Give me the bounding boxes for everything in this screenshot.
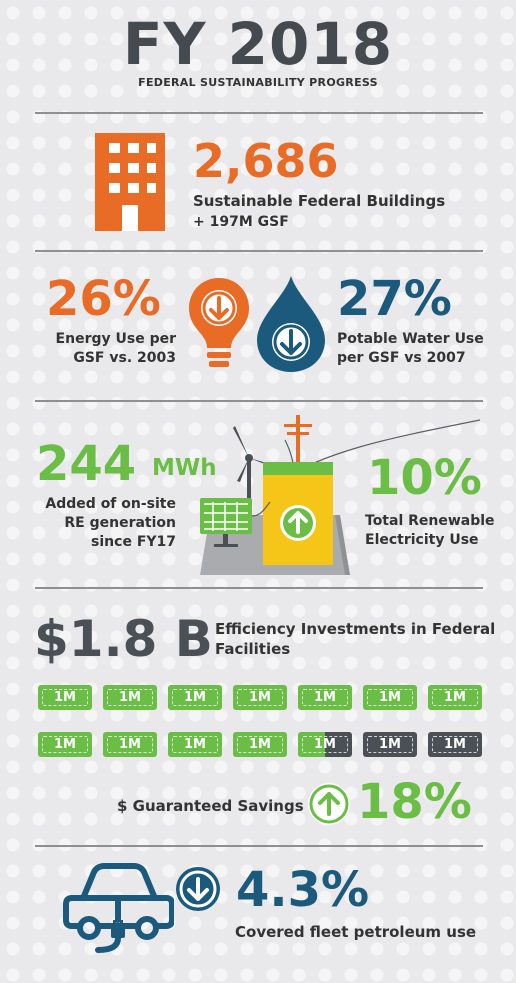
money-bill-icon: 1M [298, 732, 352, 757]
investments-value: $1.8 B [34, 614, 213, 664]
arrow-up-circle-icon [307, 782, 351, 826]
water-drop-down-icon [255, 274, 327, 374]
money-bill-label: 1M [379, 737, 401, 752]
energy-label-line2: GSF vs. 2003 [30, 349, 176, 368]
money-bill-icon: 1M [38, 685, 92, 710]
divider [35, 250, 483, 252]
re-generation-label-line2: RE generation [30, 514, 176, 533]
page-title: FY 2018 [0, 12, 516, 76]
buildings-sublabel: + 197M GSF [193, 213, 289, 232]
money-bill-icon: 1M [168, 732, 222, 757]
water-label-line2: per GSF vs 2007 [337, 349, 466, 368]
re-generation-label-line1: Added of on-site [30, 495, 176, 514]
divider [35, 112, 483, 114]
re-electricity-value: 10% [367, 454, 482, 502]
re-generation-label-line3: since FY17 [30, 533, 176, 552]
fleet-label: Covered fleet petroleum use [235, 923, 476, 942]
money-bill-label: 1M [444, 737, 466, 752]
money-bill-label: 1M [54, 690, 76, 705]
buildings-label: Sustainable Federal Buildings [193, 192, 445, 211]
money-bill-icon: 1M [103, 685, 157, 710]
fleet-value: 4.3% [236, 866, 369, 914]
re-electricity-label-line2: Electricity Use [365, 531, 479, 550]
money-bill-icon: 1M [428, 685, 482, 710]
money-bill-label: 1M [314, 737, 336, 752]
divider [35, 400, 483, 402]
buildings-value: 2,686 [193, 138, 339, 184]
money-bill-icon: 1M [233, 685, 287, 710]
money-bill-label: 1M [379, 690, 401, 705]
lightbulb-down-icon [187, 276, 251, 372]
money-bill-label: 1M [249, 737, 271, 752]
money-bill-label: 1M [119, 690, 141, 705]
energy-value: 26% [46, 275, 161, 323]
divider [35, 587, 483, 589]
money-bill-label: 1M [119, 737, 141, 752]
money-bill-icon: 1M [233, 732, 287, 757]
money-bill-label: 1M [184, 737, 206, 752]
investments-label-line1: Efficiency Investments in Federal [215, 620, 495, 639]
arrow-down-circle-icon [175, 866, 221, 912]
money-bill-icon: 1M [168, 685, 222, 710]
money-bill-icon: 1M [298, 685, 352, 710]
water-label-line1: Potable Water Use [337, 330, 484, 349]
divider [35, 845, 483, 847]
money-bill-icon: 1M [103, 732, 157, 757]
money-bill-icon: 1M [38, 732, 92, 757]
money-bill-icon: 1M [363, 685, 417, 710]
money-bill-label: 1M [314, 690, 336, 705]
money-bill-icon: 1M [428, 732, 482, 757]
water-value: 27% [337, 275, 452, 323]
money-bill-label: 1M [184, 690, 206, 705]
building-icon [95, 133, 165, 231]
savings-label: $ Guaranteed Savings [117, 797, 304, 816]
money-bill-icon: 1M [363, 732, 417, 757]
money-bill-label: 1M [54, 737, 76, 752]
page-subtitle: FEDERAL SUSTAINABILITY PROGRESS [0, 76, 516, 89]
savings-value: 18% [357, 778, 472, 826]
money-bill-label: 1M [249, 690, 271, 705]
re-generation-value: 244 [36, 440, 136, 488]
energy-label-line1: Energy Use per [30, 330, 176, 349]
re-electricity-label-line1: Total Renewable [365, 512, 495, 531]
electric-car-icon [62, 858, 174, 954]
investments-label-line2: Facilities [215, 640, 290, 659]
money-bill-label: 1M [444, 690, 466, 705]
